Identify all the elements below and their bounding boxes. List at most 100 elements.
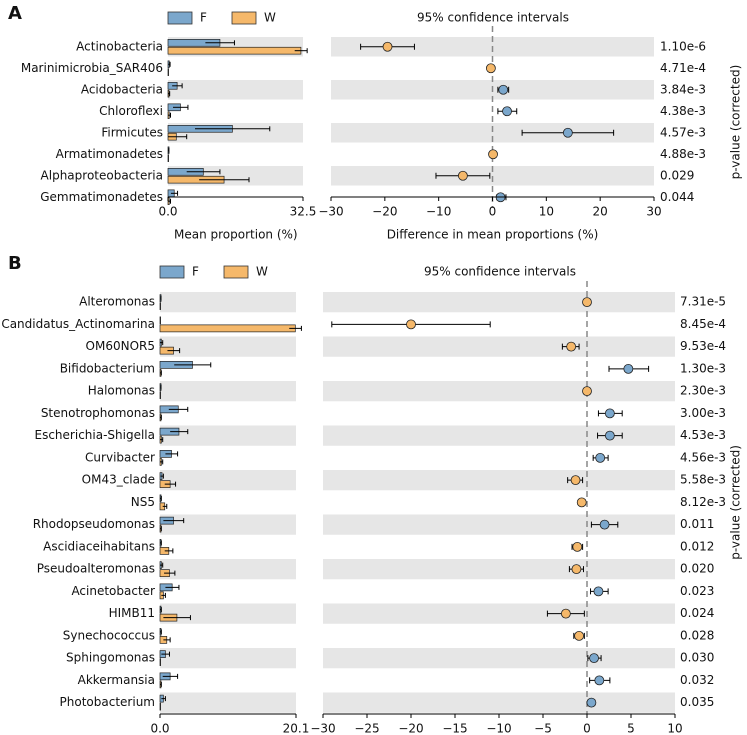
row-stripe-diff bbox=[331, 166, 654, 186]
p-value: 0.024 bbox=[680, 606, 714, 620]
bar-W bbox=[159, 702, 161, 711]
category-label: OM43_clade bbox=[82, 473, 155, 487]
diff-tick-label: 10 bbox=[667, 722, 682, 735]
legend-label-W: W bbox=[264, 11, 276, 25]
bar-x-axis-label: Mean proportion (%) bbox=[174, 228, 298, 242]
row-stripe-bar bbox=[160, 381, 296, 402]
diff-x-axis-label: Difference in mean proportions (%) bbox=[387, 228, 599, 242]
p-value: 0.035 bbox=[680, 695, 714, 709]
diff-tick-label: −10 bbox=[486, 722, 511, 735]
ci-title: 95% confidence intervals bbox=[417, 11, 569, 25]
p-value: 0.029 bbox=[660, 168, 694, 182]
diff-point-F bbox=[623, 363, 634, 374]
category-label: Chloroflexi bbox=[99, 104, 163, 118]
category-label: Akkermansia bbox=[78, 673, 155, 687]
legend-swatch-W bbox=[223, 265, 249, 279]
category-label: Ascidiaceihabitans bbox=[43, 539, 155, 553]
row-stripe-diff bbox=[323, 470, 675, 491]
p-value: 0.020 bbox=[680, 562, 714, 576]
category-label: Sphingomonas bbox=[66, 651, 155, 665]
category-label: Pseudoalteromonas bbox=[37, 562, 155, 576]
p-value: 0.023 bbox=[680, 584, 714, 598]
category-label: OM60NOR5 bbox=[86, 339, 155, 353]
category-label: Firmicutes bbox=[101, 125, 163, 139]
diff-point-W bbox=[457, 170, 468, 181]
p-value-axis-label: p-value (corrected) bbox=[729, 445, 743, 560]
category-label: HIMB11 bbox=[109, 606, 155, 620]
diff-point-W bbox=[576, 497, 587, 508]
category-label: Candidatus_Actinomarina bbox=[1, 317, 155, 331]
diff-point-W bbox=[406, 319, 416, 330]
bar-W bbox=[159, 391, 161, 399]
category-label: Acinetobacter bbox=[71, 584, 155, 598]
legend-label-F: F bbox=[192, 265, 199, 279]
p-value: 4.38e-3 bbox=[660, 104, 706, 118]
row-stripe-diff bbox=[323, 336, 675, 357]
bar-F bbox=[159, 316, 161, 325]
bar-tick-label: 32.5 bbox=[290, 205, 317, 219]
diff-point-W bbox=[582, 386, 592, 397]
row-stripe-bar bbox=[168, 80, 303, 100]
category-label: Gemmatimonadetes bbox=[40, 190, 163, 204]
diff-tick-label: −25 bbox=[354, 722, 379, 735]
bar-W bbox=[167, 68, 169, 76]
row-stripe-diff bbox=[323, 425, 675, 446]
diff-point-W bbox=[572, 541, 583, 552]
legend-swatch-F bbox=[159, 265, 185, 279]
p-value: 2.30e-3 bbox=[680, 384, 726, 398]
diff-point-W bbox=[582, 297, 592, 308]
diff-tick-label: 0 bbox=[489, 205, 497, 219]
diff-point-F bbox=[595, 452, 606, 463]
p-value: 0.012 bbox=[680, 539, 714, 553]
category-label: Actinobacteria bbox=[76, 39, 163, 53]
p-value: 5.58e-3 bbox=[680, 473, 726, 487]
diff-tick-label: −10 bbox=[426, 205, 451, 219]
bar-tick-label: 0.0 bbox=[158, 205, 177, 219]
ci-title: 95% confidence intervals bbox=[424, 265, 576, 279]
diff-point-F bbox=[599, 519, 610, 530]
diff-tick-label: 0 bbox=[583, 722, 591, 735]
row-stripe-bar bbox=[160, 292, 296, 313]
diff-tick-label: −15 bbox=[442, 722, 467, 735]
diff-point-F bbox=[593, 586, 604, 597]
category-label: Stenotrophomonas bbox=[41, 406, 155, 420]
category-label: Rhodopseudomonas bbox=[33, 517, 155, 531]
p-value: 1.10e-6 bbox=[660, 39, 706, 53]
category-label: Alphaproteobacteria bbox=[41, 168, 163, 182]
p-value: 9.53e-4 bbox=[680, 339, 726, 353]
diff-point-F bbox=[562, 127, 573, 138]
bar-W bbox=[159, 658, 161, 666]
p-value: 3.00e-3 bbox=[680, 406, 726, 420]
diff-tick-label: −30 bbox=[318, 205, 343, 219]
row-stripe-diff bbox=[323, 603, 675, 624]
p-value: 0.028 bbox=[680, 628, 714, 642]
p-value-axis-label: p-value (corrected) bbox=[729, 65, 743, 180]
row-stripe-bar bbox=[160, 603, 296, 624]
diff-tick-label: −20 bbox=[398, 722, 423, 735]
diff-point-F bbox=[604, 408, 615, 419]
diff-point-W bbox=[570, 475, 581, 486]
p-value: 0.011 bbox=[680, 517, 714, 531]
row-stripe-bar bbox=[160, 692, 296, 713]
p-value: 4.57e-3 bbox=[660, 125, 706, 139]
diff-point-F bbox=[502, 106, 512, 117]
category-label: Acidobacteria bbox=[81, 82, 163, 96]
category-label: Curvibacter bbox=[85, 450, 155, 464]
p-value: 1.30e-3 bbox=[680, 361, 726, 375]
legend-label-W: W bbox=[256, 265, 268, 279]
row-stripe-bar bbox=[160, 648, 296, 669]
panel-label: A bbox=[8, 3, 22, 24]
bar-W bbox=[167, 46, 302, 55]
p-value: 7.31e-5 bbox=[680, 295, 726, 309]
p-value: 0.030 bbox=[680, 651, 714, 665]
diff-point-W bbox=[382, 41, 393, 52]
diff-tick-label: 20 bbox=[593, 205, 608, 219]
row-stripe-bar bbox=[160, 336, 296, 357]
bar-W bbox=[159, 324, 296, 333]
row-stripe-diff bbox=[323, 559, 675, 580]
p-value: 3.84e-3 bbox=[660, 82, 706, 96]
row-stripe-diff bbox=[323, 381, 675, 402]
p-value: 8.45e-4 bbox=[680, 317, 726, 331]
diff-point-F bbox=[604, 430, 615, 441]
